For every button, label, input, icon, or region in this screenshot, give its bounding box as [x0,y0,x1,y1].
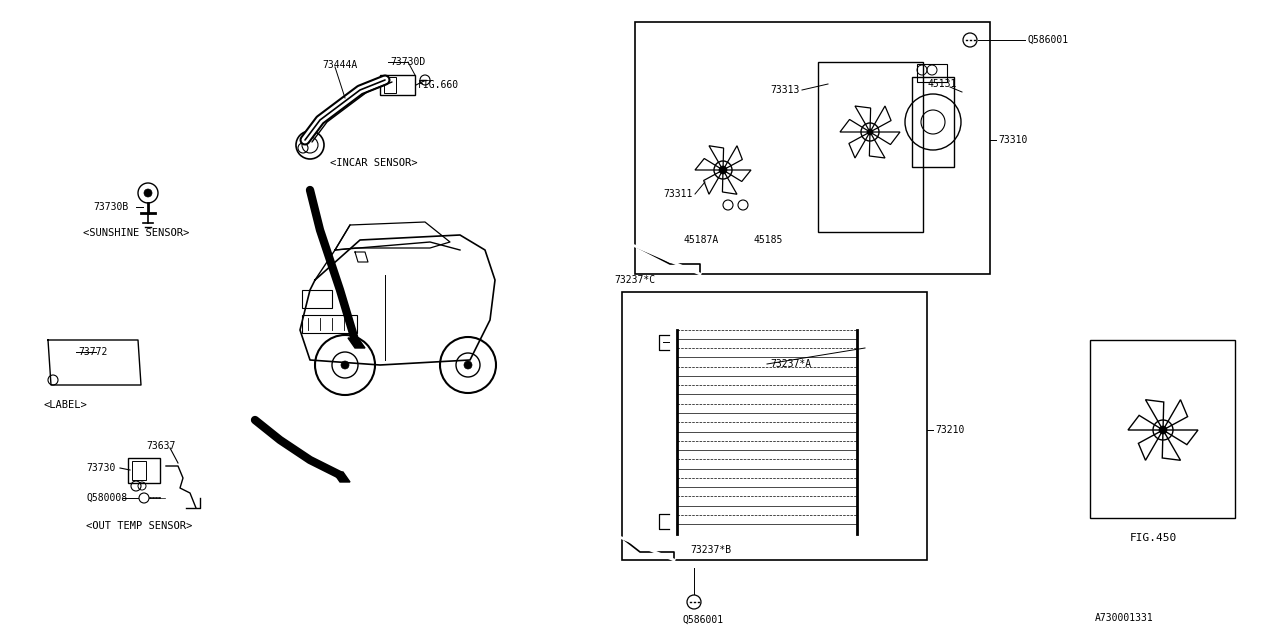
Bar [380,75,415,95]
Text: <SUNSHINE SENSOR>: <SUNSHINE SENSOR> [83,228,189,238]
Text: <INCAR SENSOR>: <INCAR SENSOR> [330,158,417,168]
Circle shape [465,361,472,369]
Circle shape [145,189,152,197]
Text: Q580008: Q580008 [86,493,127,503]
Text: 73210: 73210 [934,425,964,435]
Text: 73637: 73637 [146,441,175,451]
Bar [128,458,160,483]
Text: FIG.450: FIG.450 [1130,533,1178,543]
Text: Q586001: Q586001 [1027,35,1068,45]
Text: <OUT TEMP SENSOR>: <OUT TEMP SENSOR> [86,521,192,531]
Text: 73237*B: 73237*B [690,545,731,555]
Circle shape [1158,426,1167,434]
Circle shape [867,129,873,135]
Text: 73310: 73310 [998,135,1028,145]
Text: Q586001: Q586001 [682,615,723,625]
Text: <LABEL>: <LABEL> [44,400,87,410]
Bar [916,64,947,82]
Bar [635,22,989,274]
Bar [302,290,332,308]
Bar [913,77,954,167]
Text: 45131: 45131 [927,79,956,89]
Text: 73730B: 73730B [93,202,128,212]
Circle shape [719,166,727,174]
Circle shape [340,361,349,369]
Text: 73772: 73772 [78,347,108,357]
Text: 73311: 73311 [663,189,692,199]
Bar [818,62,923,232]
Text: 45185: 45185 [753,235,782,245]
Bar [622,292,927,560]
Bar [384,77,396,93]
Text: FIG.660: FIG.660 [419,80,460,90]
Text: 73237*C: 73237*C [614,275,655,285]
Text: 45187A: 45187A [684,235,718,245]
Bar [302,315,357,333]
Polygon shape [348,338,365,348]
Text: 73313: 73313 [771,85,800,95]
Polygon shape [333,472,349,482]
Text: 73237*A: 73237*A [771,359,812,369]
Text: 73444A: 73444A [323,60,357,70]
Text: A730001331: A730001331 [1094,613,1153,623]
Bar [132,461,146,480]
Text: 73730: 73730 [86,463,115,473]
Text: 73730D: 73730D [390,57,425,67]
Bar [1091,340,1235,518]
